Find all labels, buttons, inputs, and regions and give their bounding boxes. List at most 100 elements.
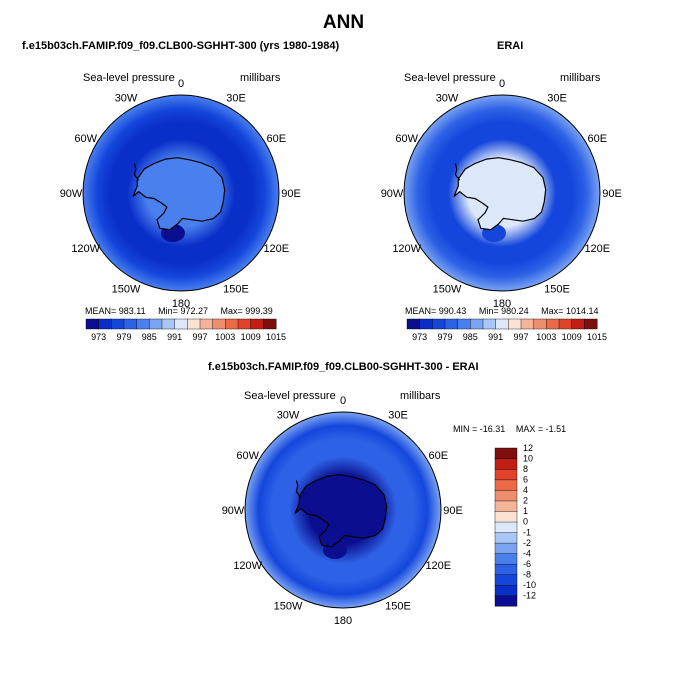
panel2-lon-label: 150W [433,283,462,295]
panel1-colorbar-tick-label: 985 [142,332,157,342]
panel3-colorbar-tick-label: -6 [523,559,531,569]
panel3-colorbar-tick-label: 6 [523,475,528,485]
panel3-colorbar-swatch [494,468,518,481]
panel3-lon-label: 0 [340,395,346,407]
panel2-lon-label: 180 [493,298,511,310]
panel1-mean-value: 983.11 [118,306,146,316]
panel1-units-label: millibars [240,72,281,84]
panel3-lon-label: 150E [385,600,411,612]
panel3-lon-label: 30W [277,410,300,422]
panel3-max-value: -1.51 [545,424,567,434]
panel1-colorbar-swatch [237,318,252,330]
panel3-lon-label: 90E [443,505,463,517]
panel3-colorbar-tick-label: 10 [523,454,533,464]
panel3-colorbar-tick-label: 4 [523,485,528,495]
panel2-units-label: millibars [560,72,601,84]
panel3-antarctica-outline [294,474,388,548]
panel3-colorbar-tick-label: -12 [523,591,536,601]
panel3-colorbar-tick-label: -8 [523,569,531,579]
panel2-colorbar-swatch [558,318,573,330]
panel3-colorbar-tick-label: -10 [523,580,536,590]
panel2-min-value: 980.24 [501,306,529,316]
panel2-colorbar-tick-label: 991 [488,332,503,342]
panel1-map-boundary [82,94,280,292]
panel2-lon-label: 60E [588,133,608,145]
panel1-variable-label: Sea-level pressure [83,72,175,84]
panel1-max-label: Max= [220,306,243,316]
panel3-colorbar-swatch [494,447,518,460]
panel3-min-value: -16.31 [479,424,506,434]
panel2-colorbar-swatch [482,318,497,330]
panel2-colorbar-tick-label: 1009 [562,332,582,342]
panel2-stats: MEAN= 990.43 Min= 980.24 Max= 1014.14 [405,306,598,316]
panel2-lon-label: 150E [544,283,570,295]
panel3-map-boundary [244,411,442,609]
panel1-max-value: 999.39 [245,306,273,316]
panel2-colorbar-swatch [457,318,471,330]
panel3-peninsula-outline [295,480,302,498]
panel3-lon-label: 120E [425,560,451,572]
panel3-colorbar-swatch [494,458,518,470]
panel2-lon-label: 30E [547,93,567,105]
panel1-colorbar-swatch [250,318,264,330]
panel2-colorbar-swatch [520,318,535,330]
panel2-colorbar-tick-label: 1015 [587,332,607,342]
panel2-title: ERAI [497,40,524,52]
panel1-mean-label: MEAN= [85,306,117,316]
panel3-colorbar-swatch [494,542,518,554]
figure-title: ANN [322,12,365,33]
panel2-max-value: 1014.14 [565,306,599,316]
panel1-colorbar-swatch [161,318,176,330]
panel3-colorbar-swatch [494,574,518,586]
panel2-antarctica-outline [453,157,547,231]
panel3-colorbar-swatch [494,563,518,575]
panel2-lon-label: 60W [395,133,418,145]
panel1-colorbar-swatch [111,318,125,330]
panel1-lon-label: 30W [115,93,138,105]
panel1-colorbar-tick-label: 991 [167,332,182,342]
panel1-colorbar-tick-label: 997 [192,332,207,342]
panel3-units-label: millibars [400,390,441,402]
panel1-stats: MEAN= 983.11 Min= 972.27 Max= 999.39 [85,306,273,316]
panel1-min-label: Min= [158,306,178,316]
panel3-colorbar-swatch [494,584,518,596]
panel1-colorbar-swatch [98,318,112,330]
panel2-lon-label: 120E [584,243,610,255]
panel1-lon-label: 90E [281,188,301,200]
panel1-colorbar-swatch [123,318,138,330]
panel1-peninsula-outline [133,163,140,181]
panel2-colorbar-swatch [419,318,433,330]
panel1-lon-label: 180 [172,298,190,310]
panel3-lon-label: 60W [236,450,259,462]
panel2-lon-label: 120W [392,243,421,255]
panel2-colorbar-swatch [406,318,421,330]
panel1-lon-label: 60E [267,133,287,145]
panel2-colorbar-swatch [584,318,598,330]
panel1-lon-label: 150E [223,283,249,295]
panel3-lon-label: 90W [222,505,245,517]
panel2-map-boundary [403,94,601,292]
panel1-colorbar-tick-label: 1015 [266,332,286,342]
panel1-colorbar-swatch [212,318,226,330]
panel3-colorbar-swatch [494,595,518,607]
panel1-colorbar-tick-label: 979 [116,332,131,342]
panel3-lon-label: 30E [388,410,408,422]
panel2-colorbar-tick-label: 979 [437,332,452,342]
panel2-mean-label: MEAN= [405,306,437,316]
panel2-mean-value: 990.43 [438,306,467,316]
panel3-colorbar-swatch [494,489,518,502]
panel3-title: f.e15b03ch.FAMIP.f09_f09.CLB00-SGHHT-300… [208,361,479,373]
panel3-colorbar-tick-label: 8 [523,464,528,474]
panel2-lon-label: 90E [602,188,622,200]
panel3-lon-label: 150W [274,600,303,612]
panel2-peninsula-outline [454,163,461,181]
panel1-lon-label: 30E [226,93,246,105]
panel1-colorbar-swatch [263,318,277,330]
panel1-title: f.e15b03ch.FAMIP.f09_f09.CLB00-SGHHT-300… [22,40,340,52]
panel2-max-label: Max= [541,306,564,316]
panel1-colorbar-tick-label: 1009 [241,332,261,342]
panel2-colorbar-swatch [571,318,585,330]
panel2-colorbar-swatch [444,318,459,330]
panel1-lon-label: 60W [74,133,97,145]
